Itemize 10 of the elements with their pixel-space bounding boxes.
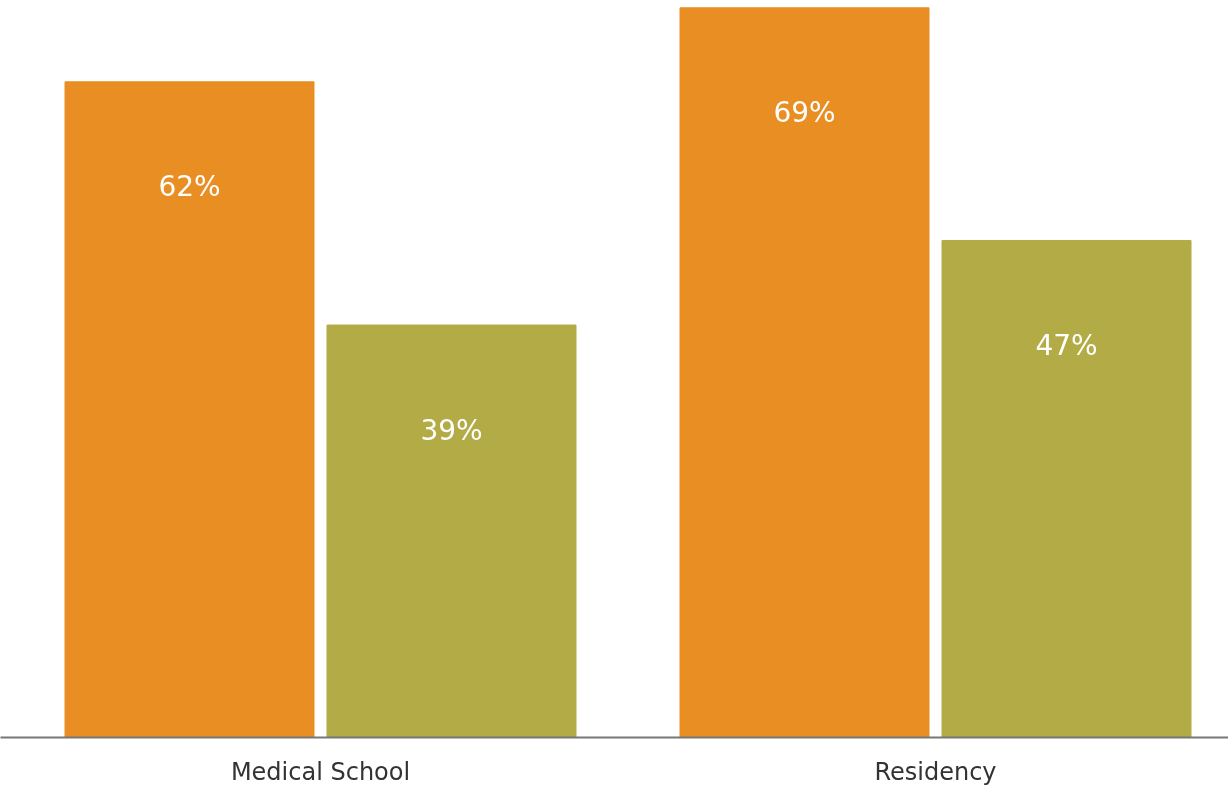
bar [941, 239, 1192, 738]
bar [679, 7, 930, 738]
data-label: 62% [158, 170, 221, 204]
data-label: 69% [773, 96, 836, 130]
data-label: 47% [1035, 328, 1098, 362]
x-tick-label: Medical School [230, 757, 411, 786]
bar [326, 324, 577, 738]
bar [64, 81, 315, 738]
x-tick-label: Residency [874, 757, 997, 786]
data-label: 39% [420, 413, 483, 447]
